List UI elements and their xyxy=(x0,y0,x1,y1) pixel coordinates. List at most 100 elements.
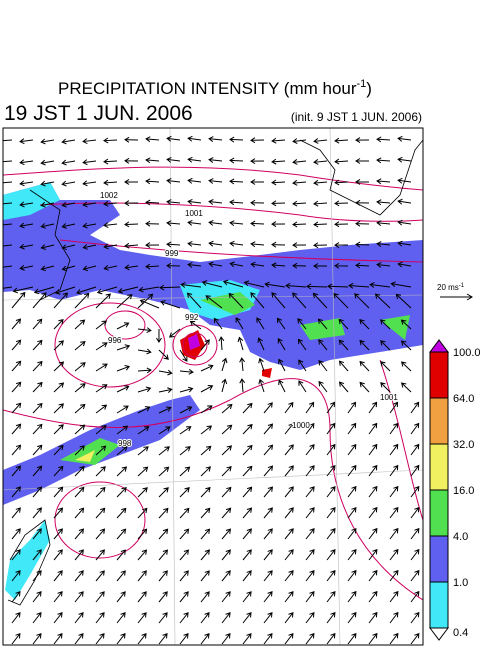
wind-arrow xyxy=(221,465,232,477)
wind-arrow xyxy=(124,157,139,164)
wind-arrow xyxy=(124,264,139,271)
init-time: (init. 9 JST 1 JUN. 2006) xyxy=(291,110,422,124)
wind-arrow xyxy=(61,138,76,145)
wind-arrow xyxy=(11,528,21,540)
wind-arrow xyxy=(374,293,391,309)
wind-arrow xyxy=(116,612,126,624)
title-superscript: -1 xyxy=(357,78,367,90)
wind-arrow xyxy=(221,507,232,519)
wind-arrow xyxy=(95,507,106,519)
wind-arrow xyxy=(380,319,391,330)
colorbar-label: 4.0 xyxy=(453,531,468,543)
wind-arrow xyxy=(159,284,181,291)
wind-arrow xyxy=(11,444,22,456)
wind-arrow xyxy=(103,222,118,228)
wind-arrow xyxy=(410,401,420,414)
wind-arrow xyxy=(145,157,160,164)
wind-arrow xyxy=(326,611,336,624)
wind-arrow xyxy=(40,138,55,145)
wind-arrow xyxy=(32,381,43,393)
wind-arrow xyxy=(124,242,139,249)
wind-arrow xyxy=(158,466,170,477)
wind-arrow xyxy=(179,368,194,375)
wind-arrow xyxy=(242,528,252,540)
wind-arrow xyxy=(305,549,315,561)
wind-arrow xyxy=(263,549,273,561)
wind-arrow xyxy=(326,548,336,561)
wind-arrow xyxy=(292,292,307,309)
wind-arrow xyxy=(376,157,391,164)
wind-arrow xyxy=(137,293,154,309)
wind-arrow xyxy=(292,159,307,165)
wind-arrow xyxy=(11,339,22,351)
wind-arrow xyxy=(284,423,294,435)
wind-arrow xyxy=(158,528,169,540)
wind-arrow xyxy=(40,159,55,166)
wind-arrow xyxy=(221,591,231,603)
wind-arrow xyxy=(263,611,273,624)
wind-arrow xyxy=(200,549,210,561)
colorbar-under xyxy=(429,627,449,641)
wind-arrow xyxy=(271,262,286,269)
wind-arrow xyxy=(397,177,412,184)
wind-arrow xyxy=(213,317,223,330)
wind-arrow xyxy=(82,138,97,145)
colorbar-label: 0.4 xyxy=(453,627,468,639)
wind-arrow xyxy=(242,465,253,477)
wind-arrow xyxy=(257,337,265,351)
wind-arrow xyxy=(82,201,97,208)
wind-arrow xyxy=(179,466,191,477)
wind-arrow xyxy=(410,632,420,645)
wind-arrow xyxy=(95,591,105,603)
wind-arrow xyxy=(124,221,139,228)
wind-arrow xyxy=(347,590,357,603)
wind-arrow xyxy=(103,265,118,271)
wind-vectors xyxy=(3,135,420,645)
wind-arrow xyxy=(187,262,202,268)
wind-arrow xyxy=(137,633,147,645)
wind-arrow xyxy=(179,386,194,393)
wind-arrow xyxy=(400,361,412,372)
wind-arrow xyxy=(250,158,265,165)
wind-arrow xyxy=(221,549,231,561)
colorbar-label: 100.0 xyxy=(453,347,481,359)
wind-arrow xyxy=(242,591,252,603)
wind-arrow xyxy=(208,136,223,142)
wind-arrow xyxy=(410,590,420,603)
wind-arrow xyxy=(305,444,315,456)
wind-arrow xyxy=(347,443,357,456)
wind-arrow xyxy=(116,507,127,519)
wind-arrow xyxy=(263,486,274,498)
wind-arrow xyxy=(271,241,286,248)
wind-arrow xyxy=(11,465,22,477)
wind-arrow xyxy=(116,633,126,645)
wind-arrow xyxy=(348,282,370,289)
wind-arrow xyxy=(12,286,34,294)
wind-arrow xyxy=(347,464,357,477)
wind-arrow xyxy=(389,611,399,624)
wind-arrow xyxy=(180,282,202,288)
wind-arrow xyxy=(208,219,223,226)
wind-arrow xyxy=(354,293,370,309)
wind-arrow xyxy=(368,485,378,498)
wind-arrow xyxy=(116,385,130,393)
wind-arrow xyxy=(410,443,420,456)
contour-label: 999 xyxy=(165,249,179,258)
title: PRECIPITATION INTENSITY (mm hour-1) xyxy=(58,78,372,98)
wind-arrow xyxy=(166,199,181,205)
wind-arrow xyxy=(74,445,85,456)
wind-arrow xyxy=(278,379,286,393)
wind-arrow xyxy=(116,549,126,561)
wind-arrow xyxy=(166,220,181,227)
map-area: 1002 1001 999 996 992 998 1000 1001 xyxy=(3,128,423,645)
wind-arrow xyxy=(166,135,181,142)
colorbar: 100.0 64.0 32.0 16.0 4.0 1.0 0.4 xyxy=(429,339,481,641)
wind-arrow xyxy=(397,261,412,268)
wind-arrow xyxy=(158,349,169,360)
wind-arrow xyxy=(389,527,399,540)
wind-arrow xyxy=(389,632,399,645)
wind-arrow xyxy=(200,507,211,519)
wind-arrow xyxy=(53,382,65,393)
wind-arrow xyxy=(284,507,294,519)
wind-arrow xyxy=(124,179,139,185)
